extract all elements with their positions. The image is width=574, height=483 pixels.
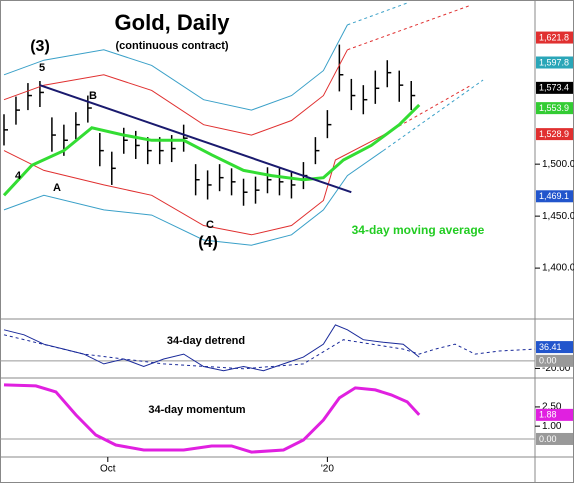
value-box-label: 1,469.1 [539,191,569,201]
series-line [3,49,348,136]
value-box-bg [536,432,573,445]
value-box-label: 1.88 [539,410,557,420]
series-line [3,134,384,236]
annotation: B [89,90,97,102]
annotation: 34-day moving average [352,223,485,237]
series-line [3,324,420,372]
chart-subtitle: (continuous contract) [115,40,228,52]
series-line [39,84,352,194]
annotation: (3) [30,38,50,55]
value-box-label: 1,573.4 [539,83,569,93]
annotation: 5 [39,62,45,74]
value-box-bg [536,102,573,115]
value-box: 1,597.8 [536,56,573,69]
y-tick-label: 1,450.0 [542,211,574,222]
value-box: 0.00 [536,432,573,445]
series-line [3,24,348,111]
value-box-bg [536,354,573,367]
value-box-bg [536,128,573,141]
x-tick-label: Oct [100,464,116,475]
value-box-label: 1,528.9 [539,129,569,139]
value-box: 1,621.8 [536,31,573,44]
value-box-bg [536,408,573,421]
value-box: 1,553.9 [536,102,573,115]
annotation: 34-day momentum [148,404,245,416]
series-line [383,79,484,152]
annotation: C [206,219,214,231]
value-box-bg [536,341,573,354]
value-box-label: 36.41 [539,342,562,352]
value-box-bg [536,56,573,69]
annotation: A [53,182,61,194]
value-box-label: 1,553.9 [539,103,569,113]
series-line [3,334,535,370]
value-box: 1,528.9 [536,128,573,141]
y-tick-label: 1.00 [542,421,562,432]
value-box-label: 0.00 [539,434,557,444]
plot-area [0,383,535,454]
value-box: 1,573.4 [536,81,573,94]
series-line [3,383,421,454]
chart-title: Gold, Daily [115,10,231,35]
value-box-label: 1,597.8 [539,57,569,67]
annotation: 4 [15,170,22,182]
value-box: 36.41 [536,341,573,354]
value-box: 1.88 [536,408,573,421]
series-line [383,84,472,136]
y-tick-label: -20.00 [542,363,571,374]
value-box-label: 1,621.8 [539,32,569,42]
y-tick-label: 1,500.0 [542,159,574,170]
value-box-bg [536,81,573,94]
annotation: (4) [198,234,218,251]
plot-area [2,2,484,246]
series-line [347,2,408,26]
plot-area [0,324,535,372]
y-tick-label: 1,400.0 [542,263,574,274]
x-tick-label: '20 [321,464,334,475]
value-box-bg [536,31,573,44]
value-box: 1,469.1 [536,190,573,203]
y-tick-label: 2.50 [542,402,562,413]
series-line [2,103,421,197]
series-line [3,150,384,246]
value-box: 0.00 [536,354,573,367]
value-box-bg [536,190,573,203]
series-line [347,4,472,51]
annotation: 34-day detrend [167,335,245,347]
value-box-label: 0.00 [539,356,557,366]
